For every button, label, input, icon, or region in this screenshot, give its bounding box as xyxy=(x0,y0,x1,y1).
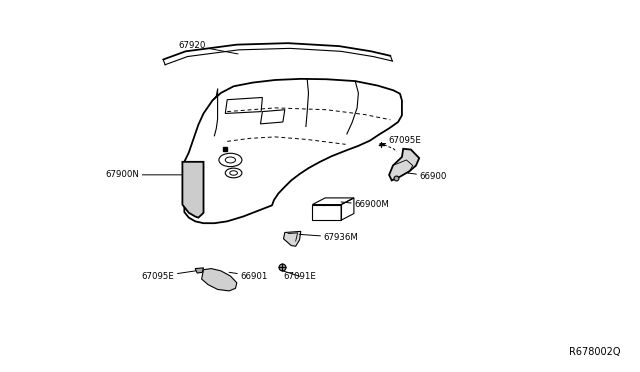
Text: 67095E: 67095E xyxy=(382,137,421,145)
Polygon shape xyxy=(182,162,204,218)
Text: R678002Q: R678002Q xyxy=(570,347,621,357)
Polygon shape xyxy=(389,149,419,180)
Text: 66900M: 66900M xyxy=(341,201,388,209)
Text: 67091E: 67091E xyxy=(282,270,316,281)
Text: 67936M: 67936M xyxy=(300,233,358,242)
Text: 66900: 66900 xyxy=(408,172,447,181)
Polygon shape xyxy=(195,268,204,273)
Text: 67900N: 67900N xyxy=(106,170,182,179)
Text: 67095E: 67095E xyxy=(142,271,196,281)
Text: 66901: 66901 xyxy=(229,272,268,280)
Polygon shape xyxy=(284,231,301,246)
Text: 67920: 67920 xyxy=(179,41,238,54)
Polygon shape xyxy=(202,269,237,291)
